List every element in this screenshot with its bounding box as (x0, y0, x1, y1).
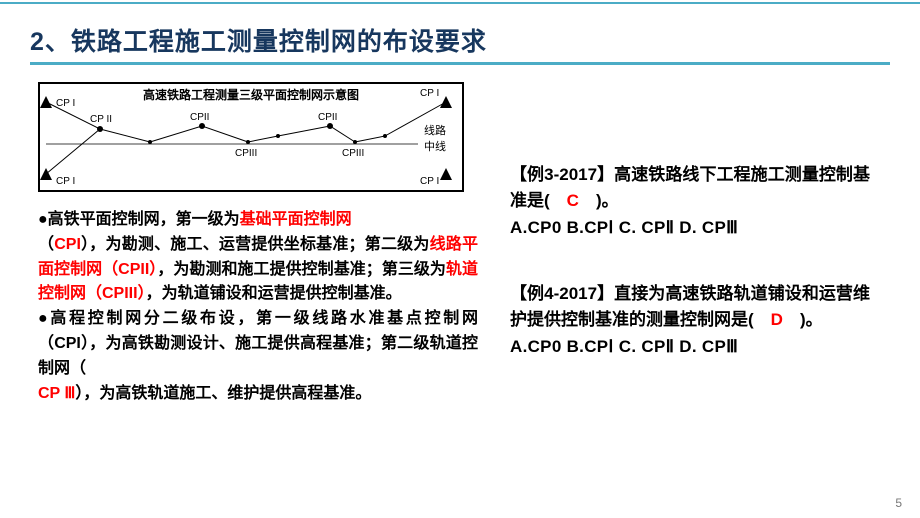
label-line2: 中线 (424, 139, 446, 153)
p1-e: ，为轨道铺设和运营提供控制基准。 (146, 285, 402, 302)
p1-cpi: CPI (54, 236, 81, 253)
section-header: 2、铁路工程施工测量控制网的布设要求 (30, 22, 890, 65)
label-cp2-b: CPII (190, 112, 209, 123)
diagram-title: 高速铁路工程测量三级平面控制网示意图 (40, 86, 462, 103)
p1-b: （ (38, 236, 54, 253)
label-cp2-a: CP II (90, 114, 112, 125)
question-2: 【例4-2017】直接为高速铁路轨道铺设和运营维护提供控制基准的测量控制网是( … (510, 281, 870, 360)
question-1: 【例3-2017】高速铁路线下工程施工测量控制基准是( C )。 A.CP0 B… (510, 162, 870, 241)
q2-stem-b: )。 (783, 310, 823, 329)
q1-stem-b: )。 (579, 191, 619, 210)
p2-red: CP Ⅲ (38, 385, 75, 402)
left-column: 高速铁路工程测量三级平面控制网示意图 CP I (38, 82, 478, 406)
right-column: 【例3-2017】高速铁路线下工程施工测量控制基准是( C )。 A.CP0 B… (510, 162, 870, 400)
q2-answer: D (771, 310, 783, 329)
q1-answer: C (567, 191, 579, 210)
label-cp1-br: CP I (420, 176, 439, 187)
q1-options: A.CP0 B.CPⅠ C. CPⅡ D. CPⅢ (510, 218, 738, 237)
p1-a: ●高铁平面控制网，第一级为 (38, 208, 240, 233)
p1-d: ，为勘测和施工提供控制基准；第三级为 (157, 261, 446, 278)
p1-c: ），为勘测、施工、运营提供坐标基准；第二级为 (81, 236, 430, 253)
page-number: 5 (895, 496, 902, 510)
section-title: 2、铁路工程施工测量控制网的布设要求 (30, 22, 890, 58)
label-cp3-a: CPIII (235, 148, 257, 159)
left-text: ●高铁平面控制网，第一级为基础平面控制网 （CPI），为勘测、施工、运营提供坐标… (38, 208, 478, 406)
label-line1: 线路 (424, 123, 446, 137)
control-net-diagram: 高速铁路工程测量三级平面控制网示意图 CP I (38, 82, 464, 192)
label-cp2-c: CPII (318, 112, 337, 123)
top-divider (0, 2, 920, 4)
q1-stem-a: 【例3-2017】高速铁路线下工程施工测量控制基准是( (510, 165, 870, 210)
label-cp3-b: CPIII (342, 148, 364, 159)
p2-b: ），为高铁轨道施工、维护提供高程基准。 (75, 385, 371, 402)
label-cp1-bl: CP I (56, 176, 75, 187)
p1-red1: 基础平面控制网 (240, 211, 352, 228)
q2-options: A.CP0 B.CPⅠ C. CPⅡ D. CPⅢ (510, 337, 738, 356)
p2-a: ●高程控制网分二级布设，第一级线路水准基点控制网（CPI），为高铁勘测设计、施工… (38, 307, 478, 381)
